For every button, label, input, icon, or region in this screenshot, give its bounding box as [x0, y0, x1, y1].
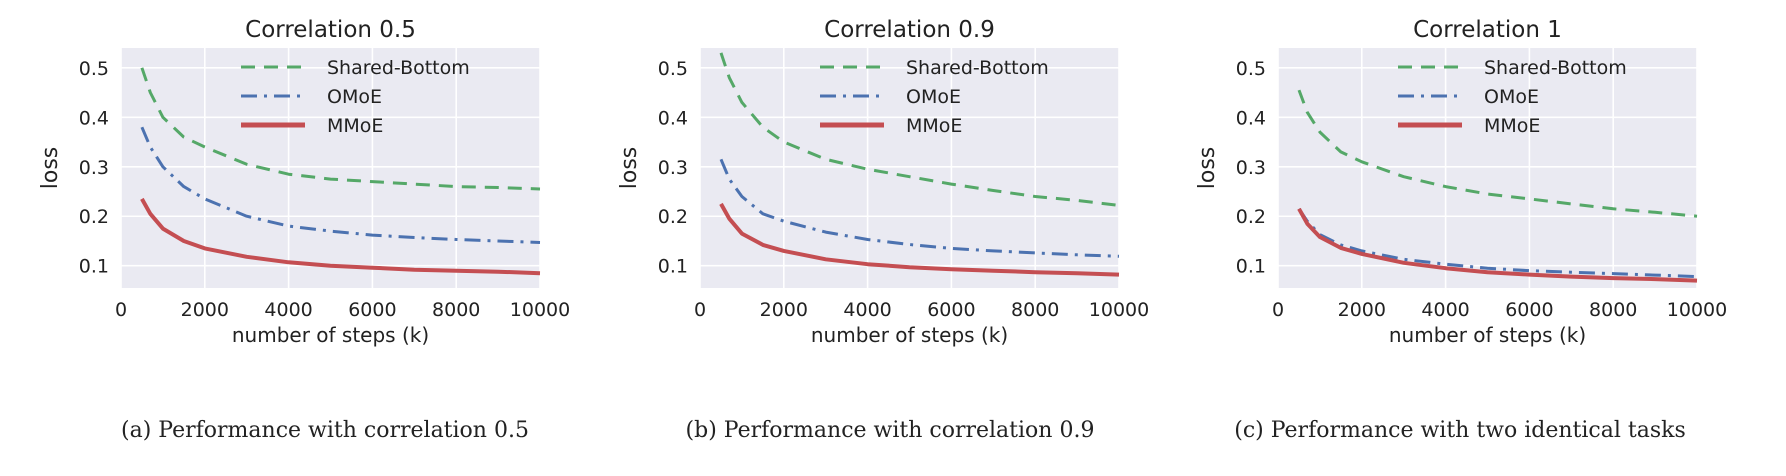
caption-b: (b) Performance with correlation 0.9 — [685, 418, 1095, 443]
caption-c: (c) Performance with two identical tasks — [1234, 418, 1686, 443]
plot-area-c — [1278, 48, 1697, 288]
x-tick-label-c-0: 0 — [1272, 299, 1284, 321]
x-axis-label-a: number of steps (k) — [232, 323, 429, 347]
y-tick-label-b-4: 0.5 — [658, 58, 688, 80]
y-tick-label-c-1: 0.2 — [1236, 206, 1266, 228]
x-tick-label-c-1: 2000 — [1338, 299, 1386, 321]
y-tick-label-c-0: 0.1 — [1236, 256, 1266, 278]
y-tick-label-c-4: 0.5 — [1236, 58, 1266, 80]
x-tick-label-b-1: 2000 — [760, 299, 808, 321]
x-tick-label-c-5: 10000 — [1667, 299, 1727, 321]
y-tick-label-a-3: 0.4 — [79, 107, 109, 129]
y-tick-label-a-2: 0.3 — [79, 157, 109, 179]
chart-a: 0 2000 4000 6000 8000 10000 0.1 0.2 0.3 0.4 0.5 Cor… — [38, 17, 570, 347]
plot-area-b — [700, 48, 1119, 288]
x-tick-label-a-1: 2000 — [181, 299, 229, 321]
y-axis-label-a: loss — [38, 147, 63, 190]
x-tick-label-a-3: 6000 — [348, 299, 396, 321]
y-tick-label-a-4: 0.5 — [79, 58, 109, 80]
y-axis-label-b: loss — [617, 147, 642, 190]
legend-label-mmoe-c: MMoE — [1484, 115, 1540, 137]
x-tick-label-c-3: 6000 — [1505, 299, 1553, 321]
series-line-shared-bottom-a — [140, 67, 541, 191]
series-line-omoe-b — [719, 158, 1120, 258]
x-tick-label-b-3: 6000 — [927, 299, 975, 321]
x-tick-label-c-4: 8000 — [1589, 299, 1637, 321]
x-tick-label-a-0: 0 — [115, 299, 127, 321]
y-tick-label-b-1: 0.2 — [658, 206, 688, 228]
legend-label-shared-bottom-a: Shared-Bottom — [327, 57, 470, 79]
chart-title-a: Correlation 0.5 — [245, 17, 416, 43]
series-line-omoe-a — [140, 126, 541, 244]
x-tick-label-b-5: 10000 — [1089, 299, 1149, 321]
y-tick-label-b-2: 0.3 — [658, 157, 688, 179]
x-tick-label-c-2: 4000 — [1421, 299, 1469, 321]
y-tick-label-b-3: 0.4 — [658, 107, 688, 129]
x-tick-label-a-2: 4000 — [264, 299, 312, 321]
legend-label-shared-bottom-c: Shared-Bottom — [1484, 57, 1627, 79]
legend-label-omoe-a: OMoE — [327, 86, 382, 108]
y-tick-label-a-0: 0.1 — [79, 256, 109, 278]
legend-label-omoe-c: OMoE — [1484, 86, 1539, 108]
y-tick-label-c-2: 0.3 — [1236, 157, 1266, 179]
series-line-mmoe-b — [719, 202, 1120, 277]
legend-label-omoe-b: OMoE — [906, 86, 961, 108]
x-axis-label-b: number of steps (k) — [811, 323, 1008, 347]
legend-label-shared-bottom-b: Shared-Bottom — [906, 57, 1049, 79]
legend-label-mmoe-a: MMoE — [327, 115, 383, 137]
y-tick-label-a-1: 0.2 — [79, 206, 109, 228]
caption-a: (a) Performance with correlation 0.5 — [121, 418, 529, 443]
x-tick-label-a-4: 8000 — [432, 299, 480, 321]
series-line-mmoe-c — [1297, 207, 1698, 283]
series-line-mmoe-a — [140, 197, 541, 276]
series-line-shared-bottom-b — [719, 52, 1120, 207]
series-line-shared-bottom-c — [1297, 89, 1698, 218]
x-tick-label-b-0: 0 — [694, 299, 706, 321]
chart-c: 0 2000 4000 6000 8000 10000 0.1 0.2 0.3 0.4 0.5 Cor… — [1195, 17, 1727, 347]
x-axis-label-c: number of steps (k) — [1389, 323, 1586, 347]
x-tick-label-b-2: 4000 — [843, 299, 891, 321]
x-tick-label-b-4: 8000 — [1011, 299, 1059, 321]
legend-label-mmoe-b: MMoE — [906, 115, 962, 137]
y-tick-label-b-0: 0.1 — [658, 256, 688, 278]
y-axis-label-c: loss — [1195, 147, 1220, 190]
chart-title-c: Correlation 1 — [1413, 17, 1562, 43]
x-tick-label-a-5: 10000 — [510, 299, 570, 321]
chart-b: 0 2000 4000 6000 8000 10000 0.1 0.2 0.3 0.4 0.5 Cor… — [617, 17, 1149, 347]
chart-title-b: Correlation 0.9 — [824, 17, 995, 43]
plot-area-a — [121, 48, 540, 288]
y-tick-label-c-3: 0.4 — [1236, 107, 1266, 129]
